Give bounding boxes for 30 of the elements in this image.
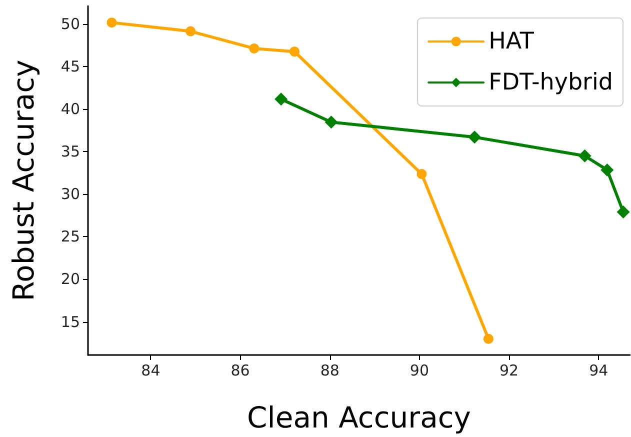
x-tick-label: 90 bbox=[410, 362, 430, 380]
y-tick-label: 40 bbox=[60, 100, 80, 118]
point bbox=[600, 163, 614, 176]
point bbox=[249, 43, 260, 54]
point bbox=[416, 169, 427, 180]
point bbox=[483, 334, 494, 344]
y-tick-label: 30 bbox=[60, 185, 80, 204]
legend-label: HAT bbox=[488, 28, 535, 54]
legend-label: FDT-hybrid bbox=[488, 70, 614, 96]
point bbox=[290, 46, 300, 57]
x-tick-label: 92 bbox=[500, 362, 519, 380]
point bbox=[106, 18, 117, 28]
y-tick-label: 45 bbox=[60, 57, 80, 76]
x-tick-label: 88 bbox=[320, 362, 340, 380]
point bbox=[274, 92, 288, 106]
x-tick-label: 86 bbox=[230, 362, 250, 380]
point bbox=[186, 26, 196, 36]
y-tick-label: 50 bbox=[60, 14, 80, 33]
point bbox=[324, 116, 338, 129]
x-axis-title: Clean Accuracy bbox=[247, 400, 471, 434]
y-tick-label: 15 bbox=[60, 312, 80, 331]
point bbox=[616, 205, 630, 218]
y-axis-title: Robust Accuracy bbox=[6, 60, 40, 302]
y-tick-label: 25 bbox=[60, 228, 80, 246]
point bbox=[578, 149, 592, 162]
y-tick-label: 20 bbox=[60, 270, 80, 288]
x-tick-label: 94 bbox=[589, 362, 608, 380]
point bbox=[468, 130, 482, 144]
y-tick-label: 35 bbox=[60, 142, 80, 161]
x-tick-label: 84 bbox=[141, 362, 160, 380]
